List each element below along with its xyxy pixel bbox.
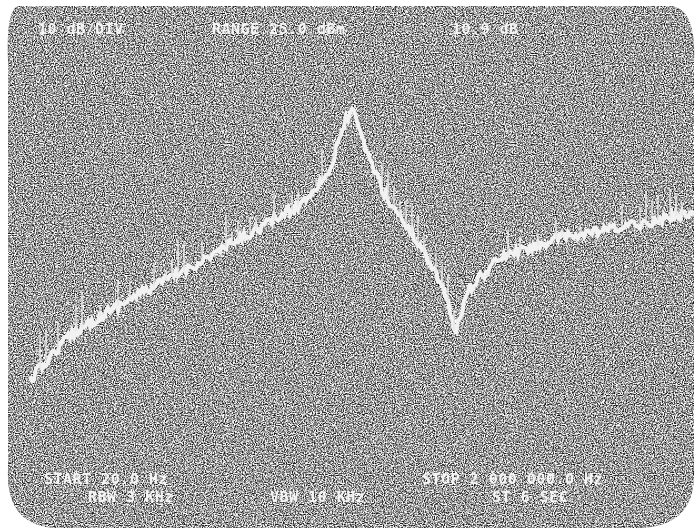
marker-level: 10.9 dB	[452, 20, 519, 38]
stop-label: STOP 2 000 000.0 Hz	[422, 470, 603, 488]
trace-line	[28, 105, 695, 384]
vbw-label: VBW 10 KHz	[270, 488, 365, 506]
rbw-label: RBW 3 KHz	[88, 488, 174, 506]
scale-label: 10 dB/DIV	[38, 20, 124, 38]
range-label: RANGE 25.0 dBm	[212, 20, 345, 38]
start-label: START 20.0 Hz	[44, 470, 168, 488]
trace	[28, 105, 695, 384]
sweep-label: ST 6 SEC	[492, 488, 568, 506]
